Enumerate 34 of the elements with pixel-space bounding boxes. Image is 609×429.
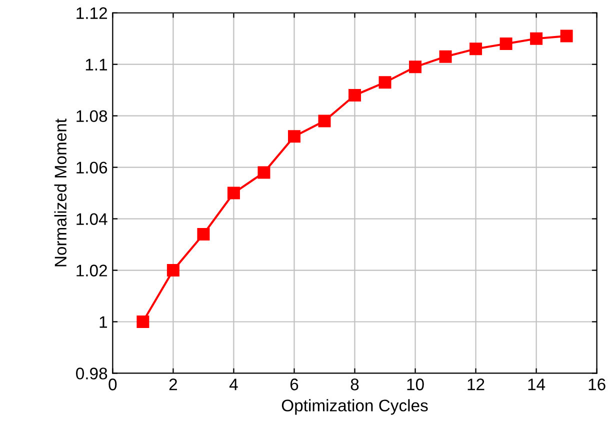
point (197, 228, 210, 240)
point (470, 42, 482, 56)
x-tick-label: 0 (108, 378, 117, 390)
y-tick-label: 1.06 (76, 162, 108, 174)
x-axis-title: Optimization Cycles (282, 399, 428, 415)
point (318, 114, 331, 128)
x-tick-label: 16 (588, 378, 606, 390)
point (348, 88, 361, 102)
point (258, 166, 270, 179)
point (166, 264, 180, 277)
point (530, 32, 543, 45)
point (227, 186, 240, 200)
y-tick-label: 1 (100, 316, 107, 328)
x-tick-label: 8 (350, 378, 359, 390)
y-tick-label: 1.1 (86, 58, 107, 70)
y-tick-label: 1.12 (76, 7, 107, 19)
y-tick-label: 1.08 (76, 110, 108, 122)
point (409, 60, 422, 74)
x-tick-label: 12 (468, 378, 484, 390)
y-tick-label: 1.04 (76, 213, 108, 225)
point (500, 38, 512, 50)
x-tick-label: 14 (528, 378, 546, 390)
x-tick-label: 2 (169, 378, 177, 390)
point (378, 76, 392, 89)
point (560, 30, 573, 42)
x-tick-label: 6 (290, 378, 298, 390)
point (136, 316, 150, 328)
y-axis-title: Normalized Moment (54, 118, 67, 266)
y-tick-label: 1.02 (76, 264, 107, 276)
y-tick-label: 0.98 (76, 368, 108, 380)
x-tick-label: 10 (407, 378, 424, 390)
point (288, 130, 300, 143)
point (439, 50, 452, 63)
x-tick-label: 4 (229, 378, 238, 390)
